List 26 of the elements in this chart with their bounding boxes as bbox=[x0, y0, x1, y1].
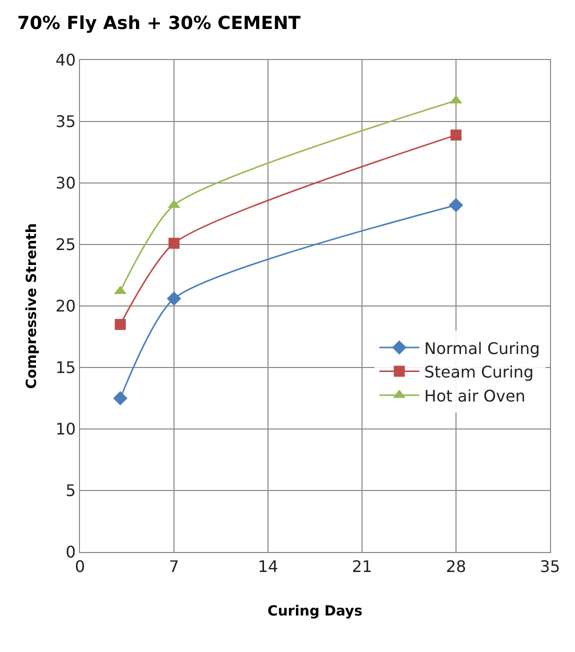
y-tick-label: 35 bbox=[55, 112, 76, 132]
x-tick-label: 28 bbox=[446, 557, 466, 576]
point bbox=[113, 391, 128, 406]
y-axis-title: Compressive Strenth bbox=[24, 223, 40, 389]
x-tick-label: 7 bbox=[168, 557, 180, 576]
point bbox=[114, 318, 126, 330]
legend-label: Normal Curing bbox=[424, 338, 540, 358]
point bbox=[448, 198, 464, 212]
y-tick-label: 40 bbox=[55, 50, 76, 70]
chart-title: 70% Fly Ash + 30% CEMENT bbox=[17, 12, 302, 34]
y-tick-label: 0 bbox=[66, 542, 76, 562]
y-tick-label: 5 bbox=[66, 481, 76, 500]
x-tick-label: 21 bbox=[352, 557, 372, 576]
x-tick-label: 35 bbox=[540, 557, 560, 576]
y-tick-label: 25 bbox=[55, 235, 76, 254]
point bbox=[450, 130, 462, 141]
y-tick-label: 10 bbox=[55, 420, 76, 439]
point bbox=[166, 291, 182, 306]
y-tick-label: 15 bbox=[55, 358, 76, 378]
x-axis-title: Curing Days bbox=[268, 604, 362, 620]
point bbox=[168, 238, 180, 249]
legend-label: Hot air Oven bbox=[424, 386, 526, 406]
y-tick-label: 30 bbox=[55, 174, 76, 193]
legend-label: Steam Curing bbox=[424, 362, 534, 382]
x-tick-label: 14 bbox=[258, 557, 278, 576]
y-tick-label: 20 bbox=[55, 296, 76, 316]
